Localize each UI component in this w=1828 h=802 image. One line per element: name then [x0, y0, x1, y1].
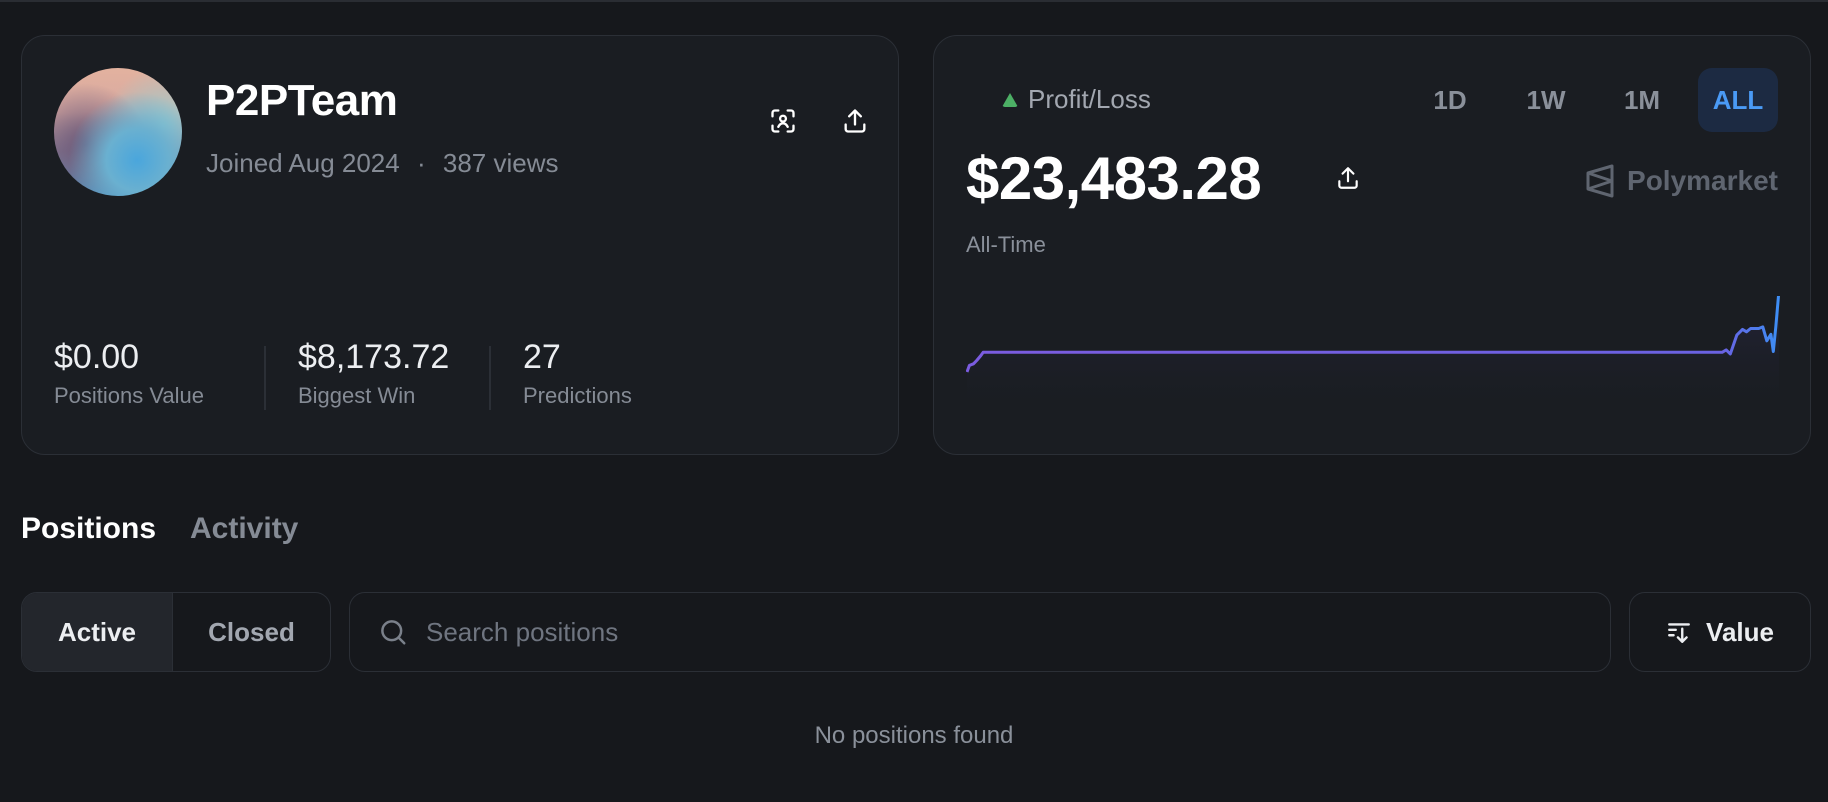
sparkline-line — [966, 296, 1780, 373]
profile-card: P2PTeam Joined Aug 2024 · 387 views $0.0… — [21, 35, 899, 455]
search-input[interactable] — [426, 616, 1526, 648]
profit-loss-amount: $23,483.28 — [966, 145, 1262, 212]
view-count: 387 views — [442, 148, 559, 178]
timeframe-1w[interactable]: 1W — [1526, 84, 1566, 115]
stat-divider — [264, 346, 266, 410]
sort-label: Value — [1706, 616, 1774, 647]
polymarket-brand: Polymarket — [1585, 164, 1778, 198]
face-scan-icon — [771, 109, 795, 133]
stat-positions-value: $0.00 Positions Value — [54, 338, 204, 409]
username: P2PTeam — [206, 76, 398, 125]
profile-meta: Joined Aug 2024 · 387 views — [206, 148, 559, 179]
stat-divider — [489, 346, 491, 410]
top-border — [0, 0, 1828, 2]
timeframe-1d[interactable]: 1D — [1433, 84, 1467, 115]
share-profile-button[interactable] — [835, 101, 875, 141]
period-label: All-Time — [966, 232, 1046, 257]
brand-name: Polymarket — [1627, 165, 1778, 196]
stat-label: Predictions — [523, 383, 632, 408]
sort-button[interactable]: Value — [1629, 592, 1811, 672]
profit-loss-header: Profit/Loss — [1002, 84, 1151, 115]
stat-predictions: 27 Predictions — [523, 338, 632, 409]
profit-loss-card: Profit/Loss 1D 1W 1M ALL $23,483.28 Poly… — [933, 35, 1811, 455]
timeframe-all[interactable]: ALL — [1698, 68, 1778, 132]
trend-up-icon — [1002, 92, 1018, 107]
search-box — [349, 592, 1611, 672]
stat-biggest-win: $8,173.72 Biggest Win — [298, 338, 449, 409]
stat-value: 27 — [523, 338, 561, 376]
timeframe-1m[interactable]: 1M — [1623, 84, 1661, 115]
stat-value: $8,173.72 — [298, 338, 450, 376]
stat-value: $0.00 — [54, 338, 140, 376]
status-segmented-control: Active Closed — [21, 592, 331, 672]
polymarket-logo-icon — [1586, 164, 1614, 198]
segment-closed[interactable]: Closed — [208, 616, 295, 647]
share-icon — [844, 109, 866, 133]
tab-activity[interactable]: Activity — [190, 512, 299, 545]
tab-positions[interactable]: Positions — [21, 512, 157, 545]
stat-label: Positions Value — [54, 383, 205, 408]
share-pnl-button[interactable] — [1328, 158, 1368, 198]
sparkline-area — [967, 296, 1779, 416]
search-icon — [381, 620, 406, 645]
separator: · — [416, 148, 426, 178]
face-scan-button[interactable] — [763, 101, 803, 141]
sort-descending-icon — [1668, 623, 1690, 643]
empty-state-message: No positions found — [814, 722, 1014, 749]
share-icon — [1338, 167, 1358, 189]
avatar — [54, 68, 182, 196]
joined-date: Joined Aug 2024 — [206, 148, 400, 178]
stat-label: Biggest Win — [298, 383, 416, 408]
segment-active[interactable]: Active — [22, 593, 173, 671]
profit-loss-label: Profit/Loss — [1028, 84, 1151, 114]
pnl-sparkline — [966, 296, 1780, 416]
